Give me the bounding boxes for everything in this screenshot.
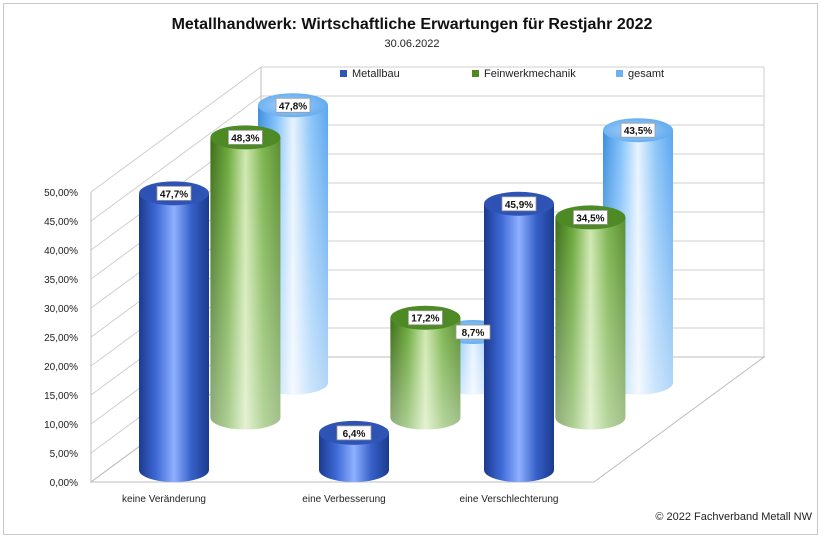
chart-title: Metallhandwerk: Wirtschaftliche Erwartun… — [172, 16, 653, 33]
data-label-box — [455, 324, 491, 340]
y-tick-label: 30,00% — [44, 304, 78, 315]
chart-frame: Metallhandwerk: Wirtschaftliche Erwartun… — [3, 3, 818, 535]
gridline-side — [90, 95, 262, 222]
y-tick-label: 40,00% — [44, 246, 78, 257]
gridline-side — [90, 66, 262, 193]
legend-swatch — [472, 70, 479, 77]
data-label-box — [407, 310, 443, 326]
data-label: 45,9% — [505, 200, 533, 211]
x-category-label: keine Veränderung — [122, 494, 206, 505]
data-label-box — [227, 129, 263, 145]
data-label: 17,2% — [411, 314, 439, 325]
y-tick-label: 35,00% — [44, 275, 78, 286]
data-label: 48,3% — [231, 133, 259, 144]
x-category-label: eine Verschlechterung — [460, 494, 559, 505]
data-label-box — [156, 185, 192, 201]
data-label: 8,7% — [462, 328, 485, 339]
chart-legend: Metallbau Feinwerkmechanik gesamt — [340, 68, 664, 80]
legend-entry: Metallbau — [352, 68, 400, 80]
bar-shade — [390, 317, 461, 430]
chart-canvas: Metallhandwerk: Wirtschaftliche Erwartun… — [44, 16, 813, 523]
y-tick-label: 5,00% — [50, 449, 78, 460]
bar-shade — [319, 432, 389, 482]
chart-subtitle: 30.06.2022 — [384, 38, 439, 50]
data-labels: 47,8% 8,7% 43,5% 48,3% 17,2% 34,5% 47,7% 6,4% 45… — [156, 97, 656, 441]
x-axis: keine Veränderung eine Verbesserung eine V… — [122, 494, 558, 505]
bar-shade — [484, 203, 554, 482]
bar-shade — [555, 217, 626, 430]
data-label: 34,5% — [576, 213, 604, 224]
data-label-box — [336, 425, 372, 441]
legend-swatch — [340, 70, 347, 77]
bar-feinwerkmechanik-1 — [390, 305, 461, 430]
y-tick-label: 0,00% — [50, 478, 78, 489]
bar-metallbau-0 — [139, 181, 209, 482]
data-label-box — [620, 122, 656, 138]
bar-shade — [210, 137, 281, 430]
bar-cylinders — [139, 93, 673, 482]
bar-feinwerkmechanik-2 — [555, 205, 626, 430]
y-tick-label: 10,00% — [44, 420, 78, 431]
legend-entry: gesamt — [628, 68, 664, 80]
bar-shade — [139, 193, 209, 482]
y-tick-label: 50,00% — [44, 188, 78, 199]
data-label: 47,7% — [160, 189, 188, 200]
y-tick-label: 20,00% — [44, 362, 78, 373]
data-label-box — [573, 209, 608, 225]
bar-metallbau-1 — [319, 420, 389, 482]
bar-metallbau-2 — [484, 191, 554, 482]
y-tick-label: 15,00% — [44, 391, 78, 402]
y-axis: 0,00% 5,00% 10,00% 15,00% 20,00% 25,00% 30,00%… — [44, 188, 78, 489]
legend-swatch — [616, 70, 623, 77]
x-category-label: eine Verbesserung — [302, 494, 385, 505]
data-label-box — [501, 196, 537, 212]
data-label-box — [275, 97, 311, 113]
legend-entry: Feinwerkmechanik — [484, 68, 576, 80]
y-tick-label: 25,00% — [44, 333, 78, 344]
data-label: 6,4% — [343, 429, 366, 440]
copyright-text: © 2022 Fachverband Metall NW — [655, 511, 812, 523]
bar-feinwerkmechanik-0 — [210, 125, 281, 430]
y-tick-label: 45,00% — [44, 217, 78, 228]
data-label: 47,8% — [279, 101, 307, 112]
data-label: 43,5% — [624, 126, 652, 137]
